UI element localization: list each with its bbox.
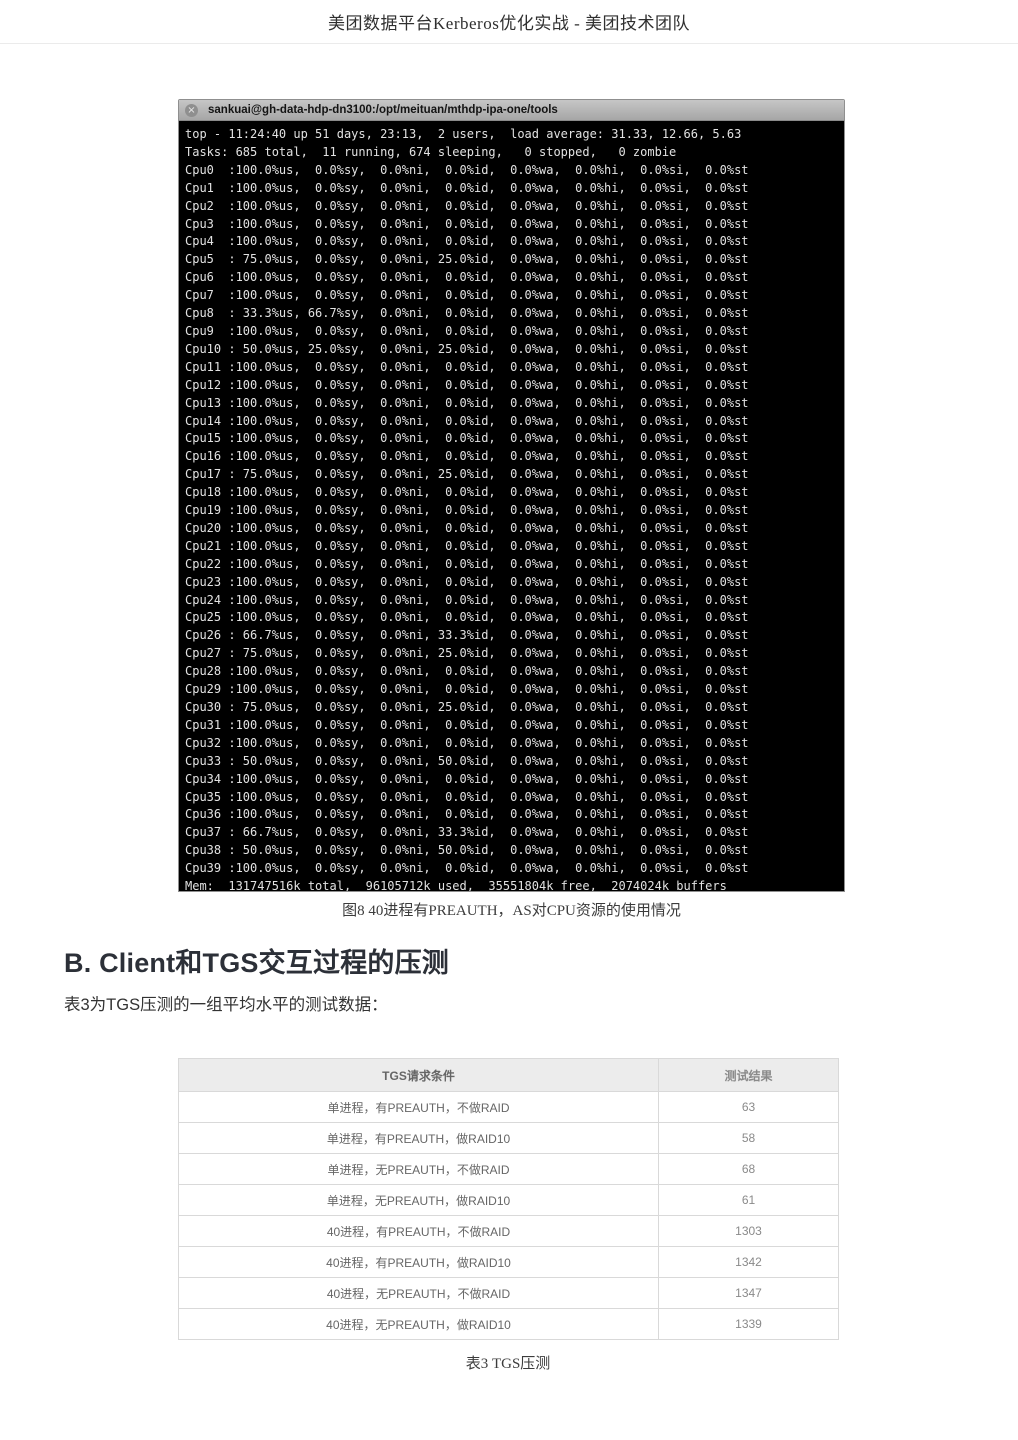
result-cell: 1342 xyxy=(658,1246,839,1278)
terminal-line: Cpu34 :100.0%us, 0.0%sy, 0.0%ni, 0.0%id,… xyxy=(185,771,749,786)
terminal-body: top - 11:24:40 up 51 days, 23:13, 2 user… xyxy=(179,121,844,891)
terminal-line: Cpu31 :100.0%us, 0.0%sy, 0.0%ni, 0.0%id,… xyxy=(185,717,749,732)
condition-cell: 40进程，有PREAUTH，做RAID10 xyxy=(178,1246,659,1278)
terminal-line: Cpu30 : 75.0%us, 0.0%sy, 0.0%ni, 25.0%id… xyxy=(185,700,749,714)
terminal-line: Cpu9 :100.0%us, 0.0%sy, 0.0%ni, 0.0%id, … xyxy=(185,323,749,338)
terminal-line: Cpu25 :100.0%us, 0.0%sy, 0.0%ni, 0.0%id,… xyxy=(185,610,749,625)
terminal-line: Cpu21 :100.0%us, 0.0%sy, 0.0%ni, 0.0%id,… xyxy=(185,538,749,553)
terminal-line: Cpu29 :100.0%us, 0.0%sy, 0.0%ni, 0.0%id,… xyxy=(185,682,749,697)
table-row: 单进程，有PREAUTH，不做RAID 63 xyxy=(178,1091,839,1123)
result-cell: 1339 xyxy=(658,1308,839,1340)
table-row: 单进程，无PREAUTH，不做RAID 68 xyxy=(178,1153,839,1185)
result-cell: 1347 xyxy=(658,1277,839,1309)
terminal-titlebar: × sankuai@gh-data-hdp-dn3100:/opt/meitua… xyxy=(179,100,844,121)
terminal-line: Cpu5 : 75.0%us, 0.0%sy, 0.0%ni, 25.0%id,… xyxy=(185,252,749,267)
terminal-line: Cpu2 :100.0%us, 0.0%sy, 0.0%ni, 0.0%id, … xyxy=(185,198,749,213)
condition-cell: 40进程，无PREAUTH，做RAID10 xyxy=(178,1308,659,1340)
terminal-line: Cpu26 : 66.7%us, 0.0%sy, 0.0%ni, 33.3%id… xyxy=(185,628,749,643)
tgs-benchmark-table: TGS请求条件 测试结果 单进程，有PREAUTH，不做RAID 63 单进程，有P… xyxy=(178,1058,839,1340)
terminal-line: Cpu20 :100.0%us, 0.0%sy, 0.0%ni, 0.0%id,… xyxy=(185,520,749,535)
result-cell: 61 xyxy=(658,1184,839,1216)
section-heading: B. Client和TGS交互过程的压测 xyxy=(64,948,450,978)
terminal-title: sankuai@gh-data-hdp-dn3100:/opt/meituan/… xyxy=(208,104,558,116)
terminal-line: Cpu0 :100.0%us, 0.0%sy, 0.0%ni, 0.0%id, … xyxy=(185,162,749,177)
tgs-table-body: 单进程，有PREAUTH，不做RAID 63 单进程，有PREAUTH，做RAID1… xyxy=(178,1091,839,1340)
terminal-line: Cpu4 :100.0%us, 0.0%sy, 0.0%ni, 0.0%id, … xyxy=(185,234,749,249)
terminal-line: Cpu3 :100.0%us, 0.0%sy, 0.0%ni, 0.0%id, … xyxy=(185,216,749,231)
result-cell: 58 xyxy=(658,1122,839,1154)
page-title: 美团数据平台Kerberos优化实战 - 美团技术团队 xyxy=(0,0,1018,44)
terminal-line: Cpu12 :100.0%us, 0.0%sy, 0.0%ni, 0.0%id,… xyxy=(185,377,749,392)
result-cell: 1303 xyxy=(658,1215,839,1247)
result-cell: 63 xyxy=(658,1091,839,1123)
table-row: 40进程，有PREAUTH，不做RAID 1303 xyxy=(178,1215,839,1247)
terminal-line: Cpu17 : 75.0%us, 0.0%sy, 0.0%ni, 25.0%id… xyxy=(185,467,749,482)
condition-cell: 单进程，有PREAUTH，不做RAID xyxy=(178,1091,659,1123)
condition-cell: 单进程，无PREAUTH，不做RAID xyxy=(178,1153,659,1185)
table-caption: 表3 TGS压测 xyxy=(465,1356,551,1372)
terminal-line: Cpu13 :100.0%us, 0.0%sy, 0.0%ni, 0.0%id,… xyxy=(185,395,749,410)
terminal-line: Cpu22 :100.0%us, 0.0%sy, 0.0%ni, 0.0%id,… xyxy=(185,556,749,571)
terminal-window: × sankuai@gh-data-hdp-dn3100:/opt/meitua… xyxy=(178,99,845,892)
terminal-line: Cpu8 : 33.3%us, 66.7%sy, 0.0%ni, 0.0%id,… xyxy=(185,306,749,321)
terminal-line: Cpu15 :100.0%us, 0.0%sy, 0.0%ni, 0.0%id,… xyxy=(185,431,749,446)
terminal-line: Cpu6 :100.0%us, 0.0%sy, 0.0%ni, 0.0%id, … xyxy=(185,270,749,285)
terminal-line: Cpu28 :100.0%us, 0.0%sy, 0.0%ni, 0.0%id,… xyxy=(185,664,749,679)
terminal-line: Cpu19 :100.0%us, 0.0%sy, 0.0%ni, 0.0%id,… xyxy=(185,503,749,518)
condition-cell: 单进程，无PREAUTH，做RAID10 xyxy=(178,1184,659,1216)
terminal-line: Cpu38 : 50.0%us, 0.0%sy, 0.0%ni, 50.0%id… xyxy=(185,843,749,858)
terminal-line: Cpu1 :100.0%us, 0.0%sy, 0.0%ni, 0.0%id, … xyxy=(185,180,749,195)
terminal-line: Cpu10 : 50.0%us, 25.0%sy, 0.0%ni, 25.0%i… xyxy=(185,341,749,356)
terminal-line: Cpu39 :100.0%us, 0.0%sy, 0.0%ni, 0.0%id,… xyxy=(185,861,749,876)
terminal-line: Cpu37 : 66.7%us, 0.0%sy, 0.0%ni, 33.3%id… xyxy=(185,825,749,840)
terminal-line: Cpu33 : 50.0%us, 0.0%sy, 0.0%ni, 50.0%id… xyxy=(185,753,749,768)
table-header-row: TGS请求条件 测试结果 xyxy=(178,1058,839,1092)
condition-cell: 单进程，有PREAUTH，做RAID10 xyxy=(178,1122,659,1154)
table-row: 单进程，无PREAUTH，做RAID10 61 xyxy=(178,1184,839,1216)
terminal-line: Cpu24 :100.0%us, 0.0%sy, 0.0%ni, 0.0%id,… xyxy=(185,592,749,607)
table-row: 单进程，有PREAUTH，做RAID10 58 xyxy=(178,1122,839,1154)
close-icon[interactable]: × xyxy=(185,103,198,117)
figure-caption: 图8 40进程有PREAUTH，AS对CPU资源的使用情况 xyxy=(342,903,681,919)
terminal-line: Cpu36 :100.0%us, 0.0%sy, 0.0%ni, 0.0%id,… xyxy=(185,807,749,822)
terminal-line: Cpu11 :100.0%us, 0.0%sy, 0.0%ni, 0.0%id,… xyxy=(185,359,749,374)
condition-cell: 40进程，有PREAUTH，不做RAID xyxy=(178,1215,659,1247)
table-row: 40进程，有PREAUTH，做RAID10 1342 xyxy=(178,1246,839,1278)
terminal-line: top - 11:24:40 up 51 days, 23:13, 2 user… xyxy=(185,127,742,141)
terminal-line: Cpu32 :100.0%us, 0.0%sy, 0.0%ni, 0.0%id,… xyxy=(185,735,749,750)
table-row: 40进程，无PREAUTH，做RAID10 1339 xyxy=(178,1308,839,1340)
terminal-line: Mem: 131747516k total, 96105712k used, 3… xyxy=(185,879,727,891)
terminal-line: Cpu23 :100.0%us, 0.0%sy, 0.0%ni, 0.0%id,… xyxy=(185,574,749,589)
condition-cell: 40进程，无PREAUTH，不做RAID xyxy=(178,1277,659,1309)
terminal-line: Cpu35 :100.0%us, 0.0%sy, 0.0%ni, 0.0%id,… xyxy=(185,789,749,804)
column-header-result: 测试结果 xyxy=(658,1058,839,1092)
table-row: 40进程，无PREAUTH，不做RAID 1347 xyxy=(178,1277,839,1309)
terminal-line: Cpu7 :100.0%us, 0.0%sy, 0.0%ni, 0.0%id, … xyxy=(185,288,749,303)
section-intro: 表3为TGS压测的一组平均水平的测试数据： xyxy=(64,996,388,1014)
terminal-line: Cpu18 :100.0%us, 0.0%sy, 0.0%ni, 0.0%id,… xyxy=(185,485,749,500)
terminal-line: Cpu14 :100.0%us, 0.0%sy, 0.0%ni, 0.0%id,… xyxy=(185,413,749,428)
terminal-line: Cpu16 :100.0%us, 0.0%sy, 0.0%ni, 0.0%id,… xyxy=(185,449,749,464)
terminal-line: Cpu27 : 75.0%us, 0.0%sy, 0.0%ni, 25.0%id… xyxy=(185,646,749,661)
result-cell: 68 xyxy=(658,1153,839,1185)
terminal-line: Tasks: 685 total, 11 running, 674 sleepi… xyxy=(185,144,677,159)
column-header-condition: TGS请求条件 xyxy=(178,1058,659,1092)
